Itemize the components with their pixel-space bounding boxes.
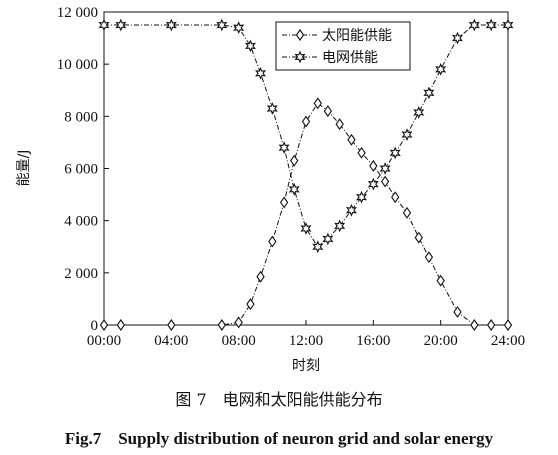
solar-data-point [279,196,289,209]
grid-data-point [356,190,368,204]
grid-data-point [401,128,413,141]
y-tick-label: 2 000 [64,266,98,282]
legend-label: 太阳能供能 [322,28,392,44]
y-tick-label: 6 000 [64,162,98,178]
solar-data-point [290,154,299,167]
x-tick-label: 04:00 [154,333,188,349]
grid-data-point [435,63,447,76]
legend-box [275,21,411,71]
solar-data-point [470,319,479,331]
grid-data-point [288,183,300,196]
series-solar [99,97,513,331]
series-grid [98,18,514,254]
grid-data-point [451,31,464,45]
solar-data-point [256,270,265,283]
y-tick-label: 0 [91,318,99,334]
x-tick-label: 08:00 [222,333,256,349]
grid-data-point [294,50,306,64]
legend-label: 电网供能 [322,50,378,66]
grid-data-point [312,240,324,254]
grid-data-point [300,222,312,235]
grid-line [104,24,508,248]
grid-data-point [423,86,435,100]
grid-data-point [266,102,278,115]
y-tick-label: 4 000 [64,214,98,230]
x-tick-label: 12:00 [289,333,323,349]
figure-caption-en: Fig.7 Supply distribution of neuron grid… [64,429,494,448]
grid-data-point [334,219,346,233]
solar-data-point [246,298,255,311]
solar-data-point [295,29,305,41]
grid-data-point [244,39,256,53]
x-tick-label: 16:00 [356,333,390,349]
solar-data-point [503,319,513,331]
y-tick-label: 8 000 [64,109,98,125]
solar-data-point [167,319,176,331]
solar-data-point [453,305,462,318]
solar-data-point [313,97,322,110]
solar-data-point [99,319,109,331]
chart: 00:00 04:00 08:00 12:00 16:00 20:00 24:00 0 2 00… [16,5,525,374]
grid-data-point [367,177,379,191]
grid-data-point [468,18,480,32]
y-tick-label: 10 000 [57,57,98,73]
grid-data-point [322,232,334,246]
solar-data-point [436,274,445,287]
solar-data-point [217,319,227,331]
grid-data-point [216,18,228,32]
solar-data-point [335,118,344,131]
grid-data-point [502,18,514,32]
solar-data-point [369,159,378,172]
solar-data-point [268,235,277,248]
x-axis-label: 时刻 [292,358,320,374]
solar-data-point [301,115,311,128]
grid-data-point [389,146,401,160]
solar-data-point [391,191,400,204]
solar-data-point [380,175,390,188]
grid-data-point [115,18,127,32]
grid-data-point [485,18,497,32]
grid-data-point [98,18,110,32]
solar-data-point [402,206,412,219]
x-tick-label: 00:00 [87,333,121,349]
solar-line [104,102,508,326]
grid-data-point [345,203,357,217]
grid-data-point [278,141,290,154]
grid-data-point [379,162,391,175]
y-axis-label: 能量/J [16,150,32,187]
x-tick-label: 20:00 [424,333,458,349]
solar-data-point [357,146,366,159]
figure-caption-cn: 图 7 电网和太阳能供能分布 [175,390,383,409]
grid-data-point [255,66,267,80]
solar-data-point [486,319,496,331]
legend-item-solar: 太阳能供能 [282,28,392,44]
y-tick-label: 12 000 [57,5,98,21]
grid-data-point [165,18,177,32]
grid-data-point [413,106,425,119]
solar-data-point [234,316,243,329]
grid-data-point [233,21,245,35]
solar-data-point [424,251,434,264]
solar-data-point [347,133,356,146]
solar-data-point [323,105,333,118]
x-tick-label: 24:00 [491,333,525,349]
legend-item-grid: 电网供能 [282,50,378,66]
solar-data-point [414,231,423,244]
solar-data-point [116,319,126,331]
